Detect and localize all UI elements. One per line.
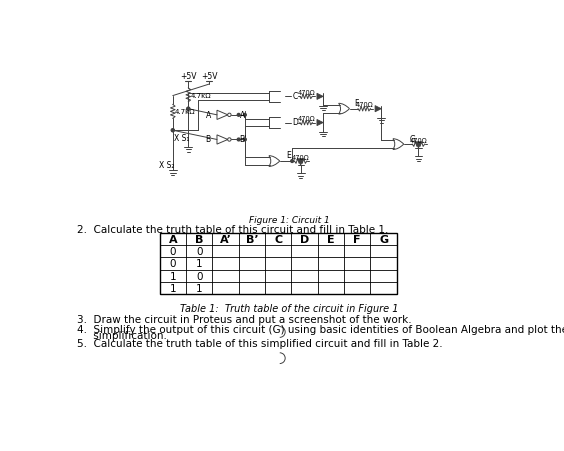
Bar [160,233,397,295]
Text: 1: 1 [196,284,202,294]
Text: +5V: +5V [180,72,196,81]
Text: 1: 1 [196,259,202,269]
Circle shape [171,129,174,132]
Text: D: D [292,118,298,127]
Text: 0: 0 [170,259,176,269]
Polygon shape [317,94,323,100]
Text: 470Ω: 470Ω [297,116,315,122]
Polygon shape [298,159,304,166]
Text: C: C [292,92,297,101]
Text: X S₂: X S₂ [159,160,174,169]
Text: A’: A’ [219,234,231,244]
Text: B: B [206,135,211,144]
Text: 2.  Calculate the truth table of this circuit and fill in Table 1.: 2. Calculate the truth table of this cir… [77,225,388,235]
Polygon shape [317,120,323,126]
Text: 3.  Draw the circuit in Proteus and put a screenshot of the work.: 3. Draw the circuit in Proteus and put a… [77,315,411,325]
Circle shape [187,108,190,111]
Text: simplification.: simplification. [77,331,166,341]
Circle shape [244,139,246,142]
Circle shape [244,114,246,117]
Text: 0: 0 [196,271,202,281]
Text: Table 1:  Truth table of the circuit in Figure 1: Table 1: Truth table of the circuit in F… [180,304,398,314]
Text: F: F [354,99,359,108]
Text: B’: B’ [245,234,258,244]
Text: B: B [195,234,204,244]
Text: 470Ω: 470Ω [297,90,315,96]
Text: 1: 1 [170,271,176,281]
Text: 4.7kΩ: 4.7kΩ [175,109,196,115]
Text: D: D [300,234,309,244]
Polygon shape [375,106,381,112]
Text: 470Ω: 470Ω [355,102,373,108]
Text: E: E [286,151,290,160]
Text: 4.  Simplify the output of this circuit (G) using basic identities of Boolean Al: 4. Simplify the output of this circuit (… [77,324,564,334]
Circle shape [291,160,293,163]
Text: A': A' [240,110,247,120]
Circle shape [187,108,190,111]
Text: B': B' [240,135,246,144]
Text: X S₁: X S₁ [174,134,190,143]
Text: 0: 0 [170,247,176,257]
Text: A: A [205,110,211,120]
Text: G: G [379,234,388,244]
Text: C: C [274,234,282,244]
Text: 470Ω: 470Ω [409,137,428,143]
Circle shape [237,114,240,117]
Text: Figure 1: Circuit 1: Figure 1: Circuit 1 [249,216,329,225]
Text: 4.7kΩ: 4.7kΩ [191,92,212,99]
Text: F: F [354,234,361,244]
Circle shape [237,139,240,142]
Text: E: E [327,234,334,244]
Text: +5V: +5V [201,72,218,81]
Text: 470Ω: 470Ω [292,154,310,160]
Text: 1: 1 [170,284,176,294]
Polygon shape [415,143,421,149]
Text: A: A [169,234,177,244]
Text: G: G [409,134,415,143]
Text: 5.  Calculate the truth table of this simplified circuit and fill in Table 2.: 5. Calculate the truth table of this sim… [77,338,442,348]
Text: 0: 0 [196,247,202,257]
Circle shape [171,129,174,132]
